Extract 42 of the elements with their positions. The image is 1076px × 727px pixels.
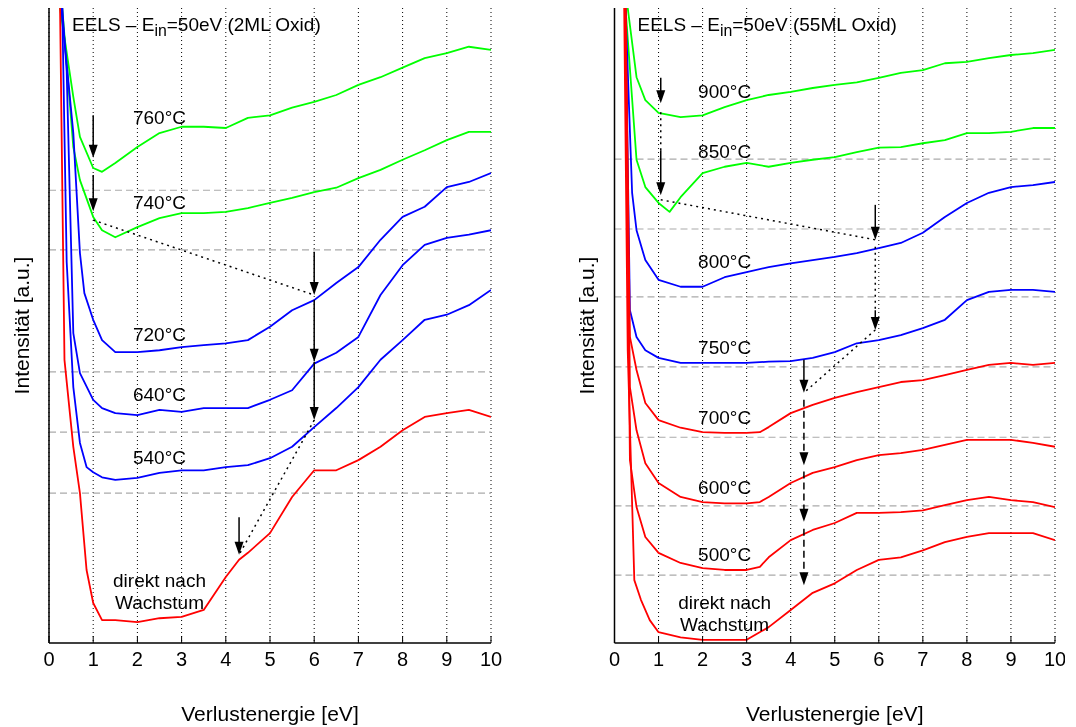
chart-title: EELS – E$_{in}$=50eV (2ML Oxid)	[72, 14, 321, 40]
x-tick-label: 0	[608, 648, 621, 671]
x-tick-label: 4	[785, 648, 797, 671]
x-tick-label: 5	[829, 648, 841, 671]
series-label: 540°C	[132, 446, 187, 468]
x-tick-label: 9	[441, 648, 453, 671]
chart-title: EELS – E$_{in}$=50eV (55ML Oxid)	[637, 14, 897, 40]
x-tick-label: 8	[397, 648, 409, 671]
x-tick-label: 5	[264, 648, 276, 671]
series-label: 740°C	[132, 192, 187, 214]
x-tick-label: 2	[697, 648, 709, 671]
series-label: 720°C	[132, 324, 187, 346]
x-tick-label: 6	[308, 648, 320, 671]
x-tick-label: 7	[917, 648, 929, 671]
series-label: direkt nach Wachstum	[113, 570, 206, 614]
series-label: 500°C	[698, 543, 752, 565]
series-label: 640°C	[132, 383, 187, 405]
series-label: 850°C	[698, 140, 752, 162]
x-tick-label: 10	[1043, 648, 1067, 671]
series-label: direkt nach Wachstum	[678, 591, 772, 635]
x-tick-label: 1	[87, 648, 99, 671]
x-tick-label: 3	[741, 648, 753, 671]
x-tick-label: 9	[1005, 648, 1017, 671]
series-label: 760°C	[132, 107, 187, 129]
series-label: 750°C	[698, 336, 752, 358]
x-tick-label: 7	[352, 648, 364, 671]
series-label: 800°C	[698, 251, 752, 273]
x-tick-label: 0	[43, 648, 55, 671]
x-tick-label: 8	[961, 648, 973, 671]
x-tick-label: 4	[220, 648, 232, 671]
x-tick-label: 6	[873, 648, 885, 671]
x-axis-title: Verlustenergie [eV]	[746, 702, 924, 725]
series-label: 700°C	[698, 406, 752, 428]
x-tick-label: 10	[479, 648, 503, 671]
x-tick-label: 2	[131, 648, 143, 671]
series-label: 900°C	[698, 81, 752, 103]
series-label: 600°C	[698, 477, 752, 499]
y-axis-title: Intensität [a.u.]	[9, 256, 33, 395]
x-tick-label: 3	[176, 648, 188, 671]
x-tick-label: 1	[652, 648, 665, 671]
x-axis-title: Verlustenergie [eV]	[181, 702, 359, 725]
y-axis-title: Intensität [a.u.]	[575, 256, 598, 395]
